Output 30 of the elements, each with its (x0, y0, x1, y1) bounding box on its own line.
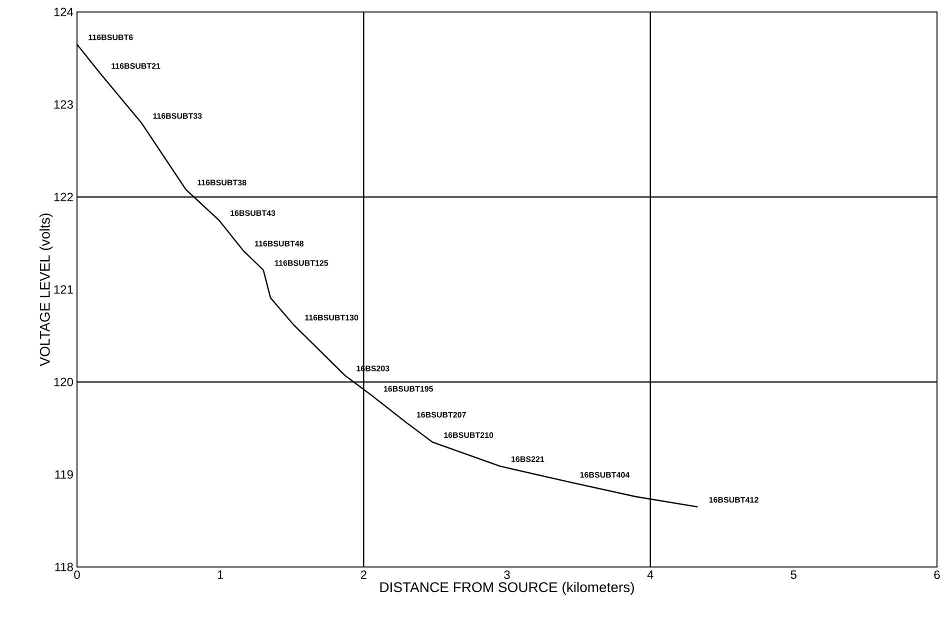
annotation: 16BSUBT43 (230, 210, 276, 216)
y-tick-label: 119 (55, 470, 73, 479)
annotation: 16BSUBT412 (709, 497, 758, 503)
annotation: 116BSUBT48 (254, 240, 304, 246)
annotation: 16BSUBT404 (580, 472, 630, 478)
annotation: 116BSUBT38 (198, 180, 246, 186)
x-tick-label: 3 (504, 570, 510, 580)
y-axis-title: VOLTAGE LEVEL (volts) (40, 214, 53, 366)
annotation: 116BSUBT21 (112, 63, 160, 69)
x-tick-label: 0 (74, 570, 80, 580)
y-tick-label: 123 (54, 100, 73, 109)
x-tick-label: 5 (790, 570, 796, 579)
x-tick-label: 1 (218, 570, 224, 579)
y-tick-label: 122 (54, 192, 73, 202)
annotation: 116BSUBT130 (305, 314, 358, 320)
annotation: 116BSUBT125 (275, 260, 328, 266)
y-tick-label: 121 (54, 285, 73, 294)
annotation: 116BSUBT33 (153, 113, 202, 119)
x-tick-label: 4 (647, 570, 654, 579)
x-tick-label: 6 (934, 570, 940, 580)
annotation: 16BSUBT195 (384, 386, 434, 392)
annotation: 16BS221 (512, 456, 544, 462)
x-axis-title: DISTANCE FROM SOURCE (kilometers) (380, 582, 634, 595)
annotation: 116BSUBT6 (88, 34, 133, 40)
y-tick-label: 124 (54, 8, 74, 16)
x-tick-label: 2 (360, 570, 366, 579)
annotation: 16BSUBT210 (444, 432, 494, 438)
annotation: 16BSUBT207 (416, 412, 466, 418)
y-tick-label: 118 (55, 562, 73, 572)
y-tick-label: 120 (54, 378, 74, 386)
